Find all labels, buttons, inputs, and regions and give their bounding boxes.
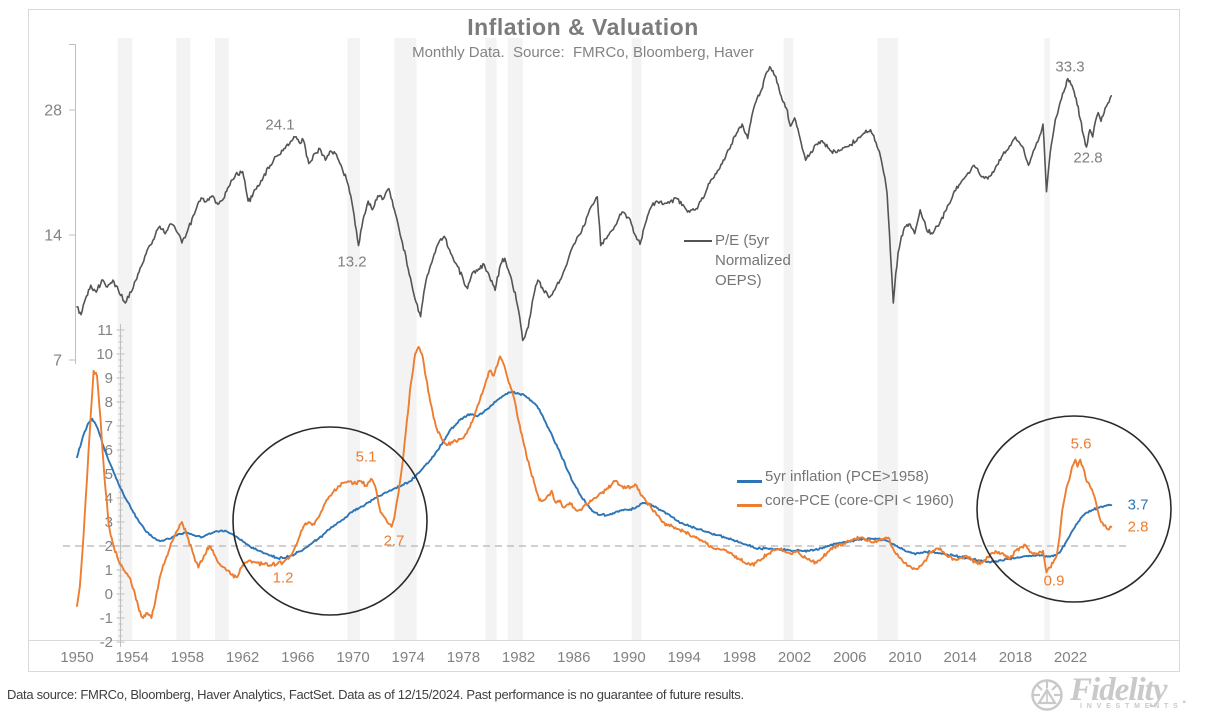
- disclaimer-text: Data source: FMRCo, Bloomberg, Haver Ana…: [7, 687, 744, 702]
- highlight-circle: [232, 426, 428, 616]
- recession-band: [176, 38, 191, 640]
- inflation-5yr-series-line: [76, 390, 1113, 564]
- pe-series-line: [76, 65, 1113, 342]
- core-pce-series-line: [76, 345, 1113, 619]
- fidelity-trademark-dot: .: [1182, 690, 1187, 707]
- inflation-tick-label: -1: [100, 610, 113, 627]
- legend-core-pce-label: core-PCE (core-CPI < 1960): [765, 492, 954, 509]
- year-tick-label: 1962: [226, 649, 259, 666]
- fidelity-wordmark: Fidelity: [1070, 672, 1167, 708]
- year-tick-label: 2014: [944, 649, 977, 666]
- year-tick-label: 2006: [833, 649, 866, 666]
- annotation-2.8: 2.8: [1127, 518, 1149, 536]
- year-tick-label: 1958: [171, 649, 204, 666]
- year-tick-label: 2018: [999, 649, 1032, 666]
- recession-band: [117, 38, 133, 640]
- inflation-tick-label: 4: [105, 490, 113, 507]
- pe-axis: 28 14 7: [44, 44, 76, 370]
- inflation-line-swatch: [737, 480, 762, 483]
- year-tick-label: 1978: [447, 649, 480, 666]
- recession-band: [507, 38, 523, 640]
- pe-tick-label: 7: [53, 353, 62, 370]
- year-axis-labels: 1950 1954 1958 1962 1966 1970 1974 1978 1982 1986…: [60, 649, 1087, 666]
- annotation-5.6: 5.6: [1070, 435, 1092, 453]
- year-tick-label: 1966: [281, 649, 314, 666]
- fidelity-investments-label: INVESTMENTS: [1080, 703, 1183, 710]
- legend-pe: P/E (5yr Normalized OEPS): [684, 231, 811, 291]
- recession-band: [877, 38, 899, 640]
- year-tick-label: 2002: [778, 649, 811, 666]
- annotation-33.3: 33.3: [1055, 58, 1085, 76]
- recession-band: [485, 38, 497, 640]
- legend-item-core-pce: core-PCE (core-CPI < 1960): [737, 489, 954, 513]
- recession-band: [347, 38, 360, 640]
- annotation-1.2: 1.2: [272, 569, 294, 587]
- annotation-24.1: 24.1: [265, 116, 295, 134]
- fidelity-pyramid-icon: [1031, 679, 1063, 711]
- recession-band: [215, 38, 229, 640]
- legend-item-5yr-inflation: 5yr inflation (PCE>1958): [737, 465, 954, 489]
- pe-tick-label: 28: [44, 103, 62, 120]
- fidelity-logo: Fidelity . INVESTMENTS: [1030, 672, 1215, 716]
- inflation-tick-label: 1: [105, 562, 113, 579]
- inflation-tick-label: 5: [105, 466, 113, 483]
- page-subtitle: Monthly Data. Source: FMRCo, Bloomberg, …: [412, 44, 754, 61]
- core-pce-line-swatch: [737, 504, 762, 507]
- annotation-0.9: 0.9: [1043, 572, 1065, 590]
- year-tick-label: 1990: [612, 649, 645, 666]
- legend-inflation-label: 5yr inflation (PCE>1958): [765, 468, 929, 485]
- legend-inflation: 5yr inflation (PCE>1958) core-PCE (core-…: [737, 465, 954, 513]
- page-title: Inflation & Valuation: [467, 14, 699, 40]
- inflation-tick-label: 8: [105, 394, 113, 411]
- recession-band: [394, 38, 417, 640]
- annotation-3.7: 3.7: [1127, 496, 1149, 514]
- highlight-circle: [976, 415, 1172, 603]
- inflation-tick-label: 6: [105, 442, 113, 459]
- year-tick-label: 1998: [723, 649, 756, 666]
- legend-pe-label: P/E (5yr Normalized OEPS): [715, 232, 791, 289]
- recession-band: [1044, 38, 1050, 640]
- annotation-22.8: 22.8: [1073, 149, 1103, 167]
- inflation-tick-label: 7: [105, 418, 113, 435]
- year-tick-label: 1974: [392, 649, 425, 666]
- inflation-tick-label: 2: [105, 538, 113, 555]
- recession-band: [783, 38, 794, 640]
- inflation-tick-label: 10: [96, 346, 113, 363]
- year-tick-label: 1986: [557, 649, 590, 666]
- year-tick-label: 1982: [502, 649, 535, 666]
- annotation-13.2: 13.2: [337, 253, 367, 271]
- year-tick-label: 2022: [1054, 649, 1087, 666]
- year-tick-label: 2010: [888, 649, 921, 666]
- year-tick-label: 1994: [668, 649, 701, 666]
- inflation-tick-label: 9: [105, 370, 113, 387]
- annotation-5.1: 5.1: [355, 448, 377, 466]
- year-tick-label: 1950: [60, 649, 93, 666]
- inflation-tick-label: 11: [97, 322, 113, 339]
- recession-band: [631, 38, 642, 640]
- chart-frame: [28, 9, 1180, 672]
- inflation-tick-label: 0: [105, 586, 113, 603]
- pe-line-swatch: [684, 240, 712, 242]
- inflation-tick-label: -2: [100, 634, 113, 651]
- year-tick-label: 1954: [116, 649, 149, 666]
- pe-tick-label: 14: [44, 228, 62, 245]
- year-tick-label: 1970: [336, 649, 369, 666]
- annotation-2.7: 2.7: [383, 532, 405, 550]
